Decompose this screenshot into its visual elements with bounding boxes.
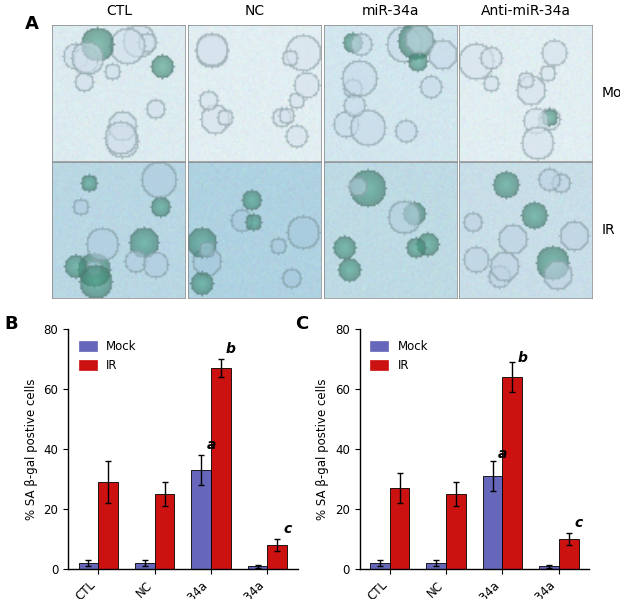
Text: IR: IR — [601, 223, 615, 237]
Bar — [559, 539, 578, 569]
Bar — [79, 563, 99, 569]
Y-axis label: % SA β-gal postive cells: % SA β-gal postive cells — [316, 379, 329, 520]
Text: B: B — [4, 315, 17, 333]
Legend: Mock, IR: Mock, IR — [366, 335, 433, 377]
Text: Mock: Mock — [601, 86, 620, 100]
Y-axis label: % SA β-gal postive cells: % SA β-gal postive cells — [25, 379, 38, 520]
Text: CTL: CTL — [106, 4, 132, 18]
Text: NC: NC — [244, 4, 265, 18]
Text: a: a — [206, 438, 216, 452]
Bar — [267, 545, 287, 569]
Bar — [192, 470, 211, 569]
Bar — [446, 494, 466, 569]
Text: c: c — [575, 516, 583, 530]
Bar — [427, 563, 446, 569]
Bar — [99, 482, 118, 569]
Bar — [135, 563, 155, 569]
Bar — [539, 566, 559, 569]
Text: miR-34a: miR-34a — [361, 4, 419, 18]
Text: c: c — [283, 522, 291, 536]
Bar — [155, 494, 174, 569]
Text: C: C — [295, 315, 309, 333]
Text: a: a — [498, 447, 507, 461]
Text: A: A — [25, 15, 38, 33]
Bar — [502, 377, 522, 569]
Bar — [211, 368, 231, 569]
Bar — [483, 476, 502, 569]
Text: b: b — [517, 352, 527, 365]
Bar — [370, 563, 390, 569]
Text: Anti-miR-34a: Anti-miR-34a — [481, 4, 571, 18]
Legend: Mock, IR: Mock, IR — [74, 335, 141, 377]
Text: b: b — [226, 343, 236, 356]
Bar — [390, 488, 409, 569]
Bar — [248, 566, 267, 569]
